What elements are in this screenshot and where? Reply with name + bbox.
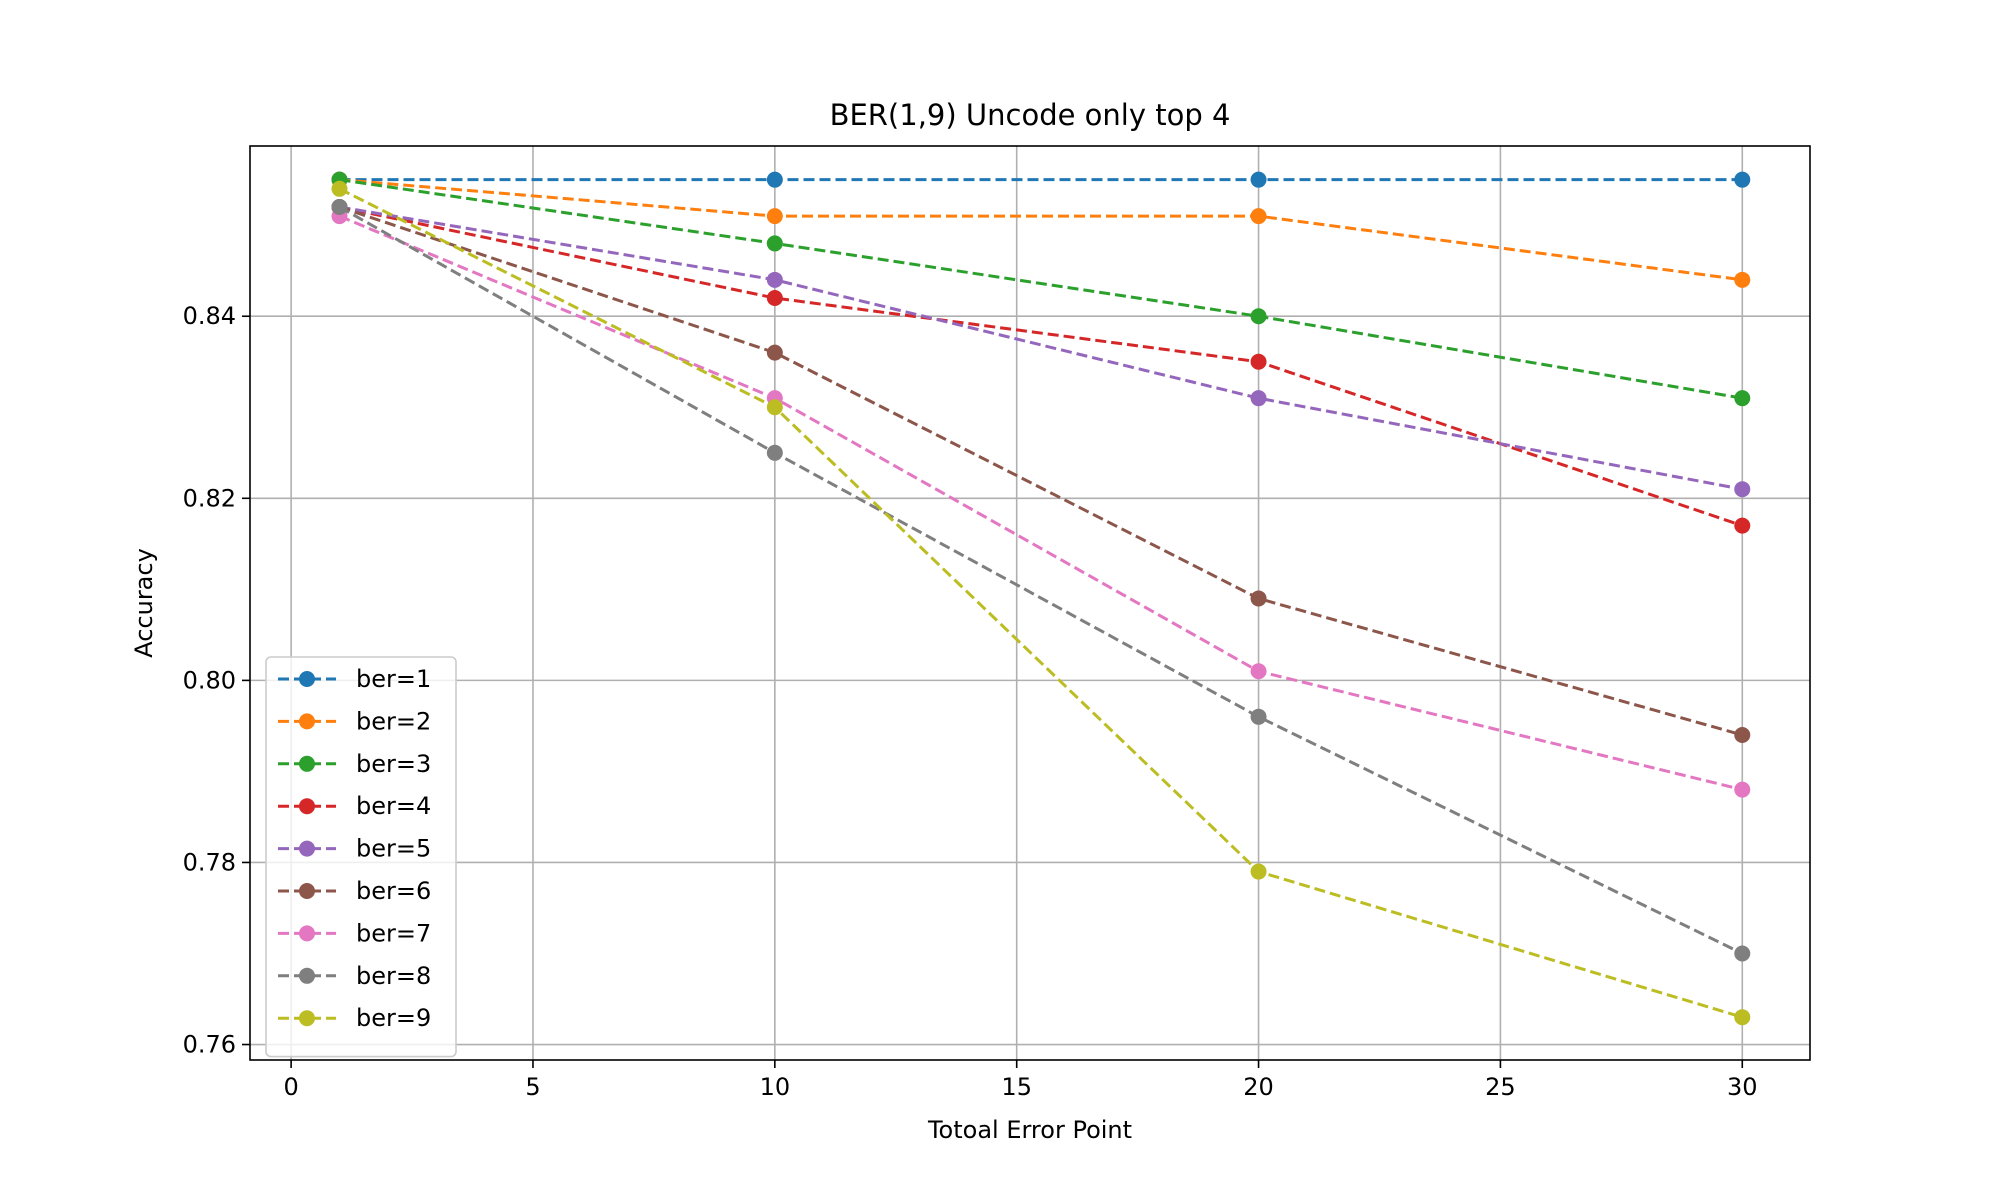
data-point — [1250, 171, 1267, 188]
data-point — [1250, 708, 1267, 725]
legend-label: ber=2 — [356, 707, 431, 735]
axis-ticks: 0 5 10 15 20 25 30 0.76 0.78 0.80 0.82 0.84 — [183, 302, 1758, 1101]
data-point — [766, 171, 783, 188]
legend-marker — [299, 967, 315, 984]
series-line — [339, 205, 1743, 737]
data-point — [1734, 781, 1751, 798]
legend-marker — [299, 840, 315, 857]
data-point — [1734, 271, 1751, 288]
data-point — [1250, 208, 1267, 225]
series-group — [331, 171, 1751, 1026]
legend-marker — [299, 671, 315, 687]
plot-area — [250, 146, 1810, 1060]
x-tick-label: 15 — [1001, 1073, 1032, 1101]
data-point — [766, 271, 783, 288]
x-axis-label: Totoal Error Point — [927, 1116, 1132, 1144]
legend-marker — [299, 798, 315, 815]
grid — [250, 146, 1810, 1060]
y-tick-label: 0.82 — [183, 484, 236, 512]
data-point — [1250, 590, 1267, 607]
legend-label: ber=4 — [356, 792, 431, 820]
y-tick-label: 0.80 — [183, 666, 236, 694]
x-tick-label: 30 — [1727, 1073, 1758, 1101]
legend-label: ber=6 — [356, 877, 431, 905]
y-tick-label: 0.84 — [183, 302, 236, 330]
legend-marker — [299, 1010, 315, 1027]
data-point — [1250, 308, 1267, 325]
data-point — [1734, 945, 1751, 962]
data-point — [1734, 517, 1751, 534]
y-axis-label: Accuracy — [130, 548, 158, 658]
legend-marker — [299, 883, 315, 899]
data-point — [766, 399, 783, 416]
legend-label: ber=3 — [356, 750, 431, 778]
data-point — [1734, 727, 1751, 744]
series-line — [338, 187, 1743, 1019]
x-tick-label: 5 — [525, 1073, 540, 1101]
data-point — [766, 235, 783, 252]
legend-box — [265, 656, 457, 1058]
plot-frame — [249, 145, 1811, 1061]
legend: ber=1 ber=2 ber=3 ber=4 ber=5 ber=6 ber=7 ber=8… — [265, 656, 457, 1058]
y-tick-label: 0.78 — [183, 848, 236, 876]
legend-marker — [299, 755, 315, 772]
data-point — [1250, 863, 1267, 880]
x-tick-label: 10 — [760, 1073, 791, 1101]
data-point — [1734, 171, 1751, 188]
series-line — [339, 178, 1743, 400]
x-tick-label: 20 — [1243, 1073, 1274, 1101]
chart-title: BER(1,9) Uncode only top 4 — [830, 98, 1231, 132]
legend-marker — [299, 925, 315, 942]
series-ber=9 — [331, 180, 1751, 1026]
legend-label: ber=8 — [356, 962, 431, 990]
data-point — [331, 198, 348, 215]
data-point — [1734, 481, 1751, 498]
data-point — [1734, 390, 1751, 407]
legend-label: ber=7 — [356, 919, 431, 947]
data-point — [1250, 663, 1267, 680]
data-point — [766, 444, 783, 461]
x-tick-label: 0 — [283, 1073, 298, 1101]
data-point — [1250, 390, 1267, 407]
data-point — [766, 208, 783, 225]
x-tick-label: 25 — [1485, 1073, 1516, 1101]
legend-label: ber=1 — [356, 665, 431, 693]
legend-marker — [299, 713, 315, 730]
series-line — [339, 205, 1743, 491]
legend-label: ber=9 — [356, 1004, 431, 1032]
data-point — [1734, 1009, 1751, 1026]
series-line — [338, 205, 1743, 955]
data-point — [331, 180, 348, 197]
data-point — [766, 290, 783, 307]
data-point — [766, 344, 783, 361]
legend-label: ber=5 — [356, 835, 431, 863]
y-tick-label: 0.76 — [183, 1031, 236, 1059]
series-ber=8 — [331, 198, 1751, 962]
series-line — [339, 178, 1743, 282]
data-point — [1250, 353, 1267, 370]
